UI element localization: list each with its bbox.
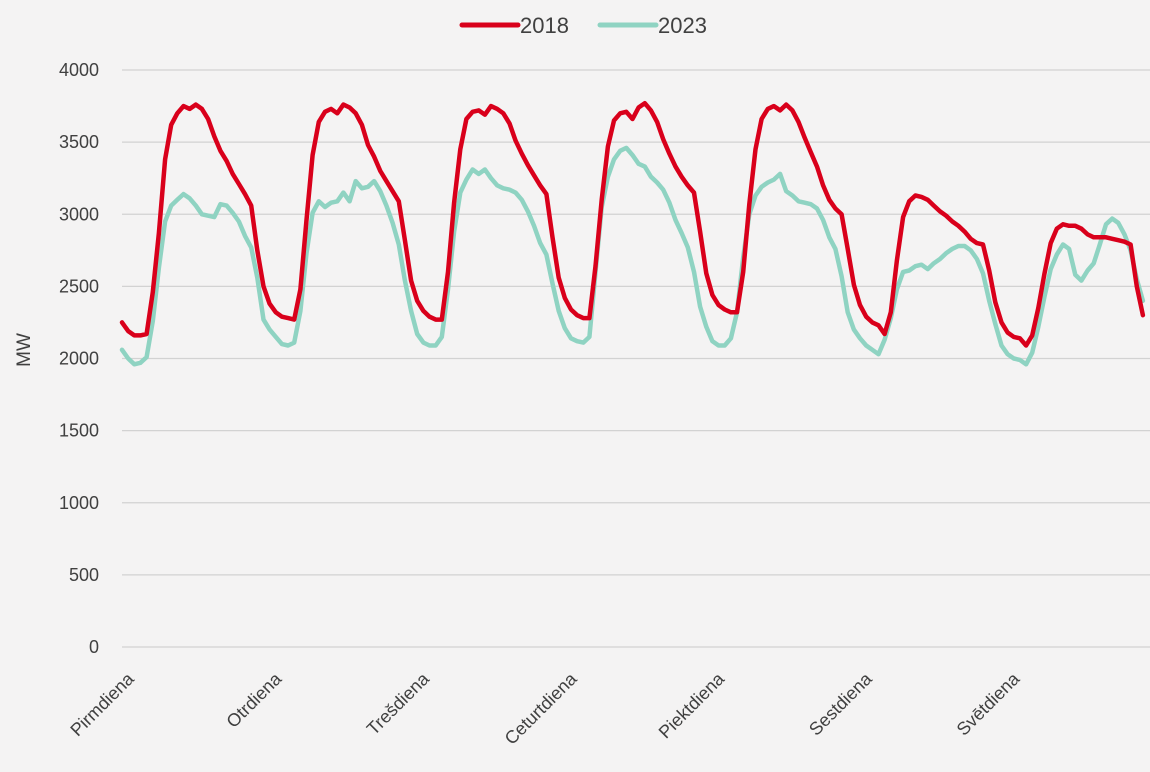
y-axis-tick-labels: 0 500 1000 1500 2000 2500 3000 3500 4000: [59, 60, 99, 657]
y-tick-label: 4000: [59, 60, 99, 80]
y-tick-label: 3500: [59, 132, 99, 152]
legend-label: 2018: [520, 13, 569, 38]
y-tick-label: 1000: [59, 493, 99, 513]
y-tick-label: 2000: [59, 349, 99, 369]
y-axis-label: MW: [14, 333, 35, 367]
gridlines: [122, 69, 1150, 648]
x-tick-label: Ceturtdiena: [501, 668, 582, 749]
y-tick-label: 500: [69, 565, 99, 585]
x-tick-label: Otrdiena: [222, 668, 286, 732]
x-axis-tick-labels: Pirmdiena Otrdiena Trešdiena Ceturtdiena Pie…: [66, 668, 1024, 749]
series-line-2023: [119, 145, 1146, 367]
x-tick-label: Trešdiena: [363, 668, 434, 739]
y-tick-label: 3000: [59, 204, 99, 224]
x-tick-label: Piektdiena: [655, 668, 729, 742]
x-tick-label: Pirmdiena: [66, 668, 138, 740]
x-tick-label: Svētdiena: [953, 668, 1024, 739]
series-line-2018: [119, 100, 1146, 348]
x-tick-label: Sestdiena: [805, 668, 876, 739]
y-tick-label: 1500: [59, 421, 99, 441]
legend-label: 2023: [658, 13, 707, 38]
y-tick-label: 2500: [59, 276, 99, 296]
legend: 2018 2023: [459, 13, 707, 38]
y-tick-label: 0: [89, 637, 99, 657]
series-lines: [119, 100, 1146, 367]
